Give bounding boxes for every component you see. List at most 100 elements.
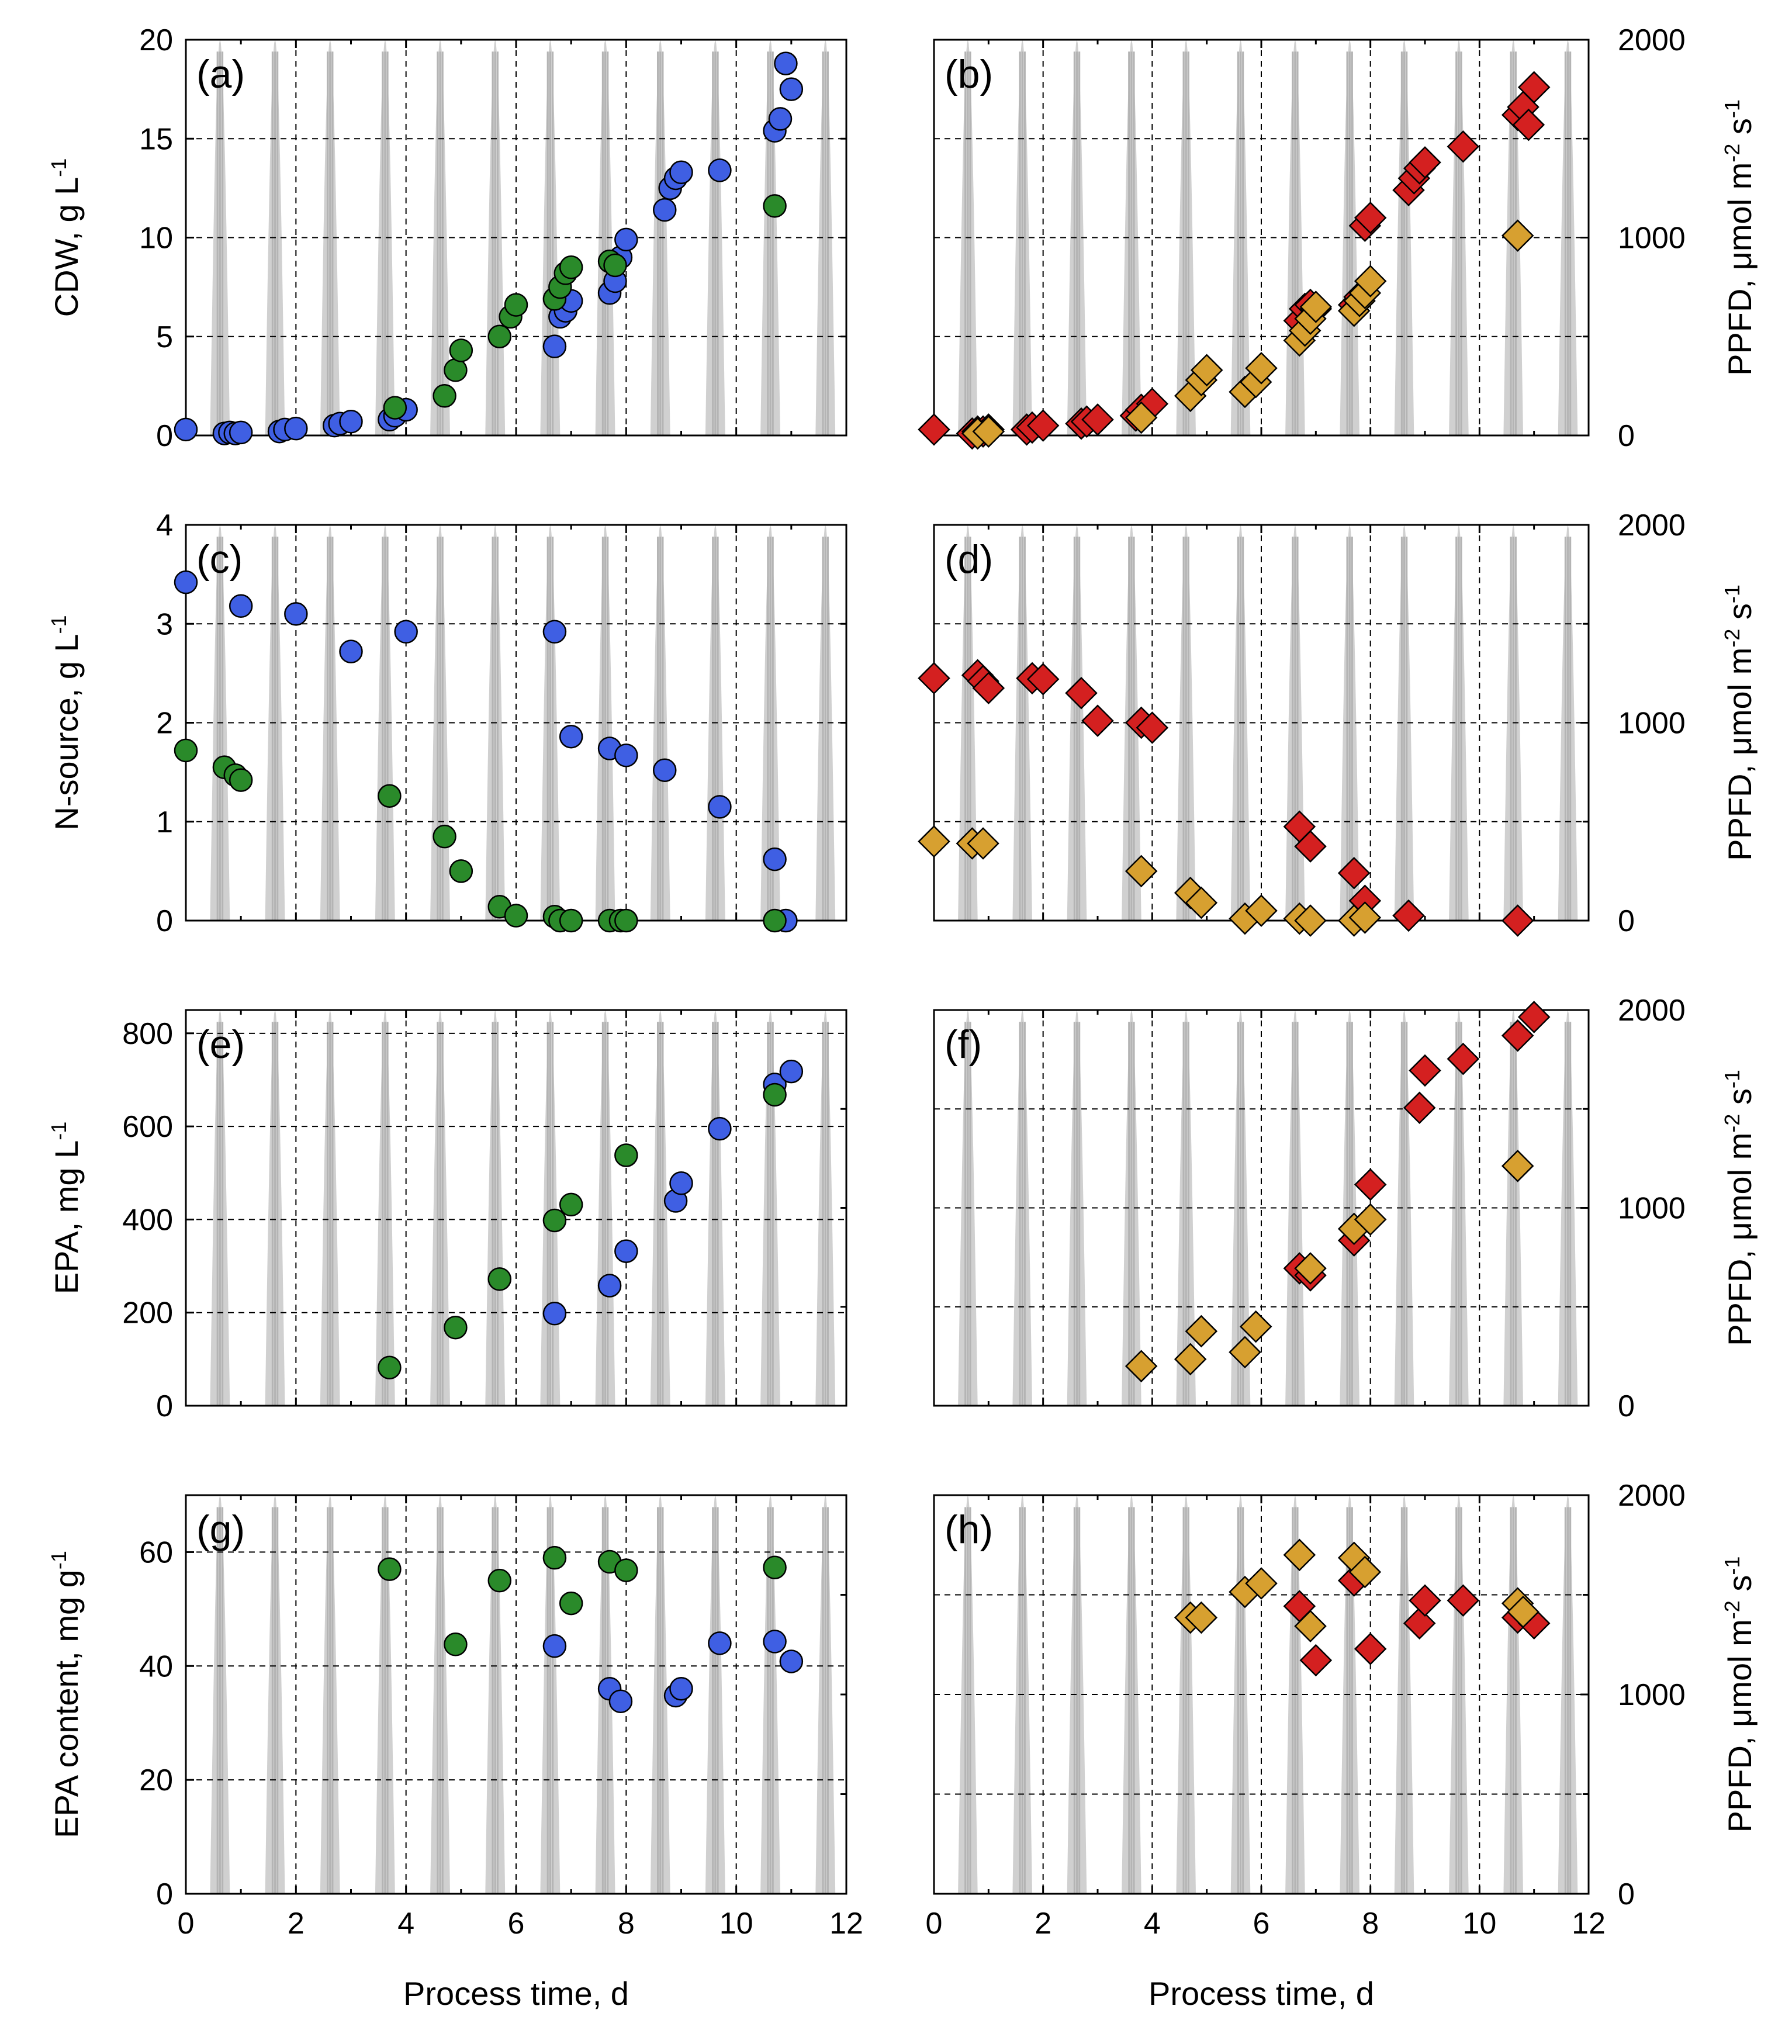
data-point [1190, 354, 1223, 387]
data-point [763, 847, 787, 871]
data-point [378, 1557, 402, 1581]
series-e-green [378, 1082, 787, 1379]
y-tick-label: 0 [156, 904, 173, 938]
y-tick-label: 15 [139, 122, 173, 156]
y-tick-label: 0 [156, 419, 173, 453]
x-tick-label: 4 [397, 1907, 414, 1941]
data-point [1517, 71, 1551, 104]
data-point [1299, 290, 1333, 323]
x-axis-title: Process time, d [1148, 1975, 1374, 2012]
data-point [229, 420, 253, 445]
x-ticks-f [933, 1010, 1590, 1406]
data-point [504, 904, 528, 928]
panel-a: 0 5 10 15 20 CDW, g L-1 (a) [47, 23, 847, 453]
data-point [1125, 1350, 1158, 1383]
y-tick-label: 800 [122, 1017, 173, 1051]
data-point [1174, 1343, 1207, 1376]
panel-label-d: (d) [945, 537, 993, 582]
data-point [487, 1267, 511, 1291]
data-point [1501, 1019, 1534, 1052]
data-point [394, 620, 418, 644]
right-tick-label: 1000 [1618, 1678, 1686, 1712]
data-point [779, 1059, 804, 1084]
data-point [608, 1689, 633, 1713]
panel-label-g: (g) [196, 1507, 245, 1552]
data-point [1447, 1584, 1480, 1617]
right-tick-label: 2000 [1618, 1479, 1686, 1513]
data-point [1507, 1595, 1540, 1628]
y-tick-label: 2 [156, 707, 173, 741]
data-point [1294, 1252, 1327, 1285]
x-ticks-h [933, 1495, 1590, 1894]
data-point [614, 227, 638, 252]
data-point [1081, 403, 1114, 436]
data-point [1403, 1091, 1436, 1125]
y-tick-label: 3 [156, 607, 173, 641]
data-point [653, 758, 677, 782]
grid-c [186, 525, 846, 921]
data-point [967, 827, 999, 860]
data-point [1501, 219, 1534, 252]
y-tick-label: 400 [122, 1203, 173, 1237]
data-point [774, 51, 798, 75]
data-point [1245, 894, 1278, 927]
data-point [1409, 146, 1441, 179]
data-point [229, 594, 253, 618]
data-point [487, 1568, 511, 1593]
data-point [1354, 1633, 1387, 1665]
data-point [542, 620, 567, 644]
series-b-gold [961, 219, 1534, 450]
x-ticks-g [185, 1495, 847, 1894]
series-g-blue [542, 1630, 804, 1713]
panel-g: 0 2 4 6 8 10 12 Process time, d 0 20 40 60 EPA conte… [47, 1494, 863, 2012]
series-c-green [174, 738, 787, 933]
right-tick-label: 0 [1618, 419, 1635, 453]
data-point [1239, 1310, 1272, 1343]
data-point [1403, 1607, 1436, 1640]
right-tick-label: 1000 [1618, 707, 1686, 741]
data-point [669, 1171, 693, 1195]
data-point [918, 413, 950, 446]
x-tick-label: 0 [178, 1907, 195, 1941]
data-point [763, 1555, 787, 1579]
panel-d: 0 1000 2000 PPFD, μmol m-2 s-1 (d) [918, 509, 1758, 938]
data-point [559, 724, 583, 749]
data-point [1081, 704, 1114, 737]
y-axis-title: CDW, g L-1 [47, 158, 85, 317]
data-point [614, 743, 638, 767]
data-point [614, 1143, 638, 1167]
data-point [542, 1634, 567, 1658]
light-profile-g [210, 1495, 836, 1894]
data-point [1337, 856, 1371, 890]
x-tick-label: 12 [1572, 1907, 1606, 1941]
y-axis-title: EPA content, mg g-1 [47, 1551, 85, 1838]
data-point [542, 1545, 567, 1570]
data-point [1517, 1001, 1551, 1033]
data-point [174, 570, 198, 594]
data-point [444, 1315, 468, 1340]
panel-label-b: (b) [945, 52, 993, 96]
data-point [708, 795, 732, 819]
data-point [1245, 1567, 1278, 1600]
data-point [918, 825, 950, 858]
x-ticks-e [185, 1010, 847, 1406]
data-point [972, 415, 1005, 448]
x-tick-label: 2 [1035, 1907, 1051, 1941]
right-tick-label: 2000 [1618, 994, 1686, 1028]
data-point [1026, 663, 1060, 696]
data-point [559, 1192, 583, 1217]
data-point [449, 338, 473, 362]
data-point [1125, 401, 1158, 434]
series-f-gold [1125, 1150, 1534, 1383]
data-point [1283, 1538, 1316, 1572]
grid-f [934, 1010, 1589, 1406]
y-tick-label: 600 [122, 1110, 173, 1144]
data-point [763, 1630, 787, 1654]
y-tick-label: 0 [156, 1389, 173, 1423]
data-point [1447, 1042, 1480, 1075]
x-tick-label: 10 [719, 1907, 753, 1941]
data-point [763, 1082, 787, 1107]
grid-h [934, 1495, 1589, 1894]
data-point [708, 158, 732, 182]
